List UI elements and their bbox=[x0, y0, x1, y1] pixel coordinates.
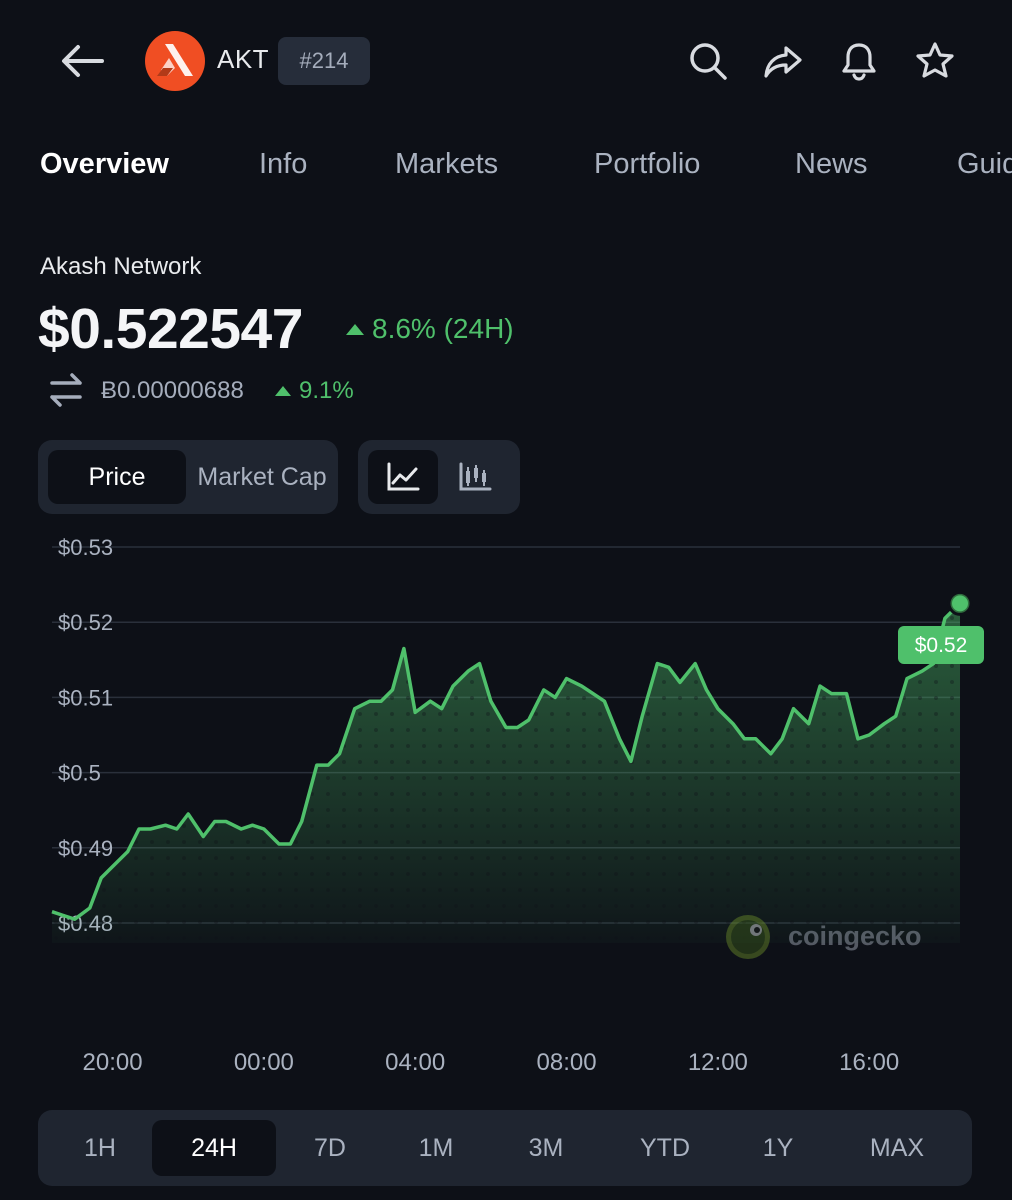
up-triangle-icon bbox=[346, 323, 364, 335]
price-chart[interactable]: $0.48$0.49$0.5$0.51$0.52$0.53 coingecko … bbox=[0, 530, 1012, 1090]
price-area-dots bbox=[52, 603, 960, 943]
swap-arrows-icon bbox=[50, 373, 82, 407]
share-icon bbox=[764, 46, 802, 78]
y-tick-label: $0.53 bbox=[58, 535, 113, 560]
share-button[interactable] bbox=[758, 36, 808, 86]
current-price: $0.522547 bbox=[38, 297, 303, 361]
btc-price: Ƀ0.00000688 bbox=[101, 377, 244, 404]
up-triangle-icon bbox=[275, 386, 291, 396]
line-chart-icon bbox=[387, 462, 420, 491]
star-icon bbox=[916, 42, 954, 78]
price-line bbox=[51, 602, 962, 921]
coingecko-watermark: coingecko bbox=[726, 915, 922, 959]
tab-info[interactable]: Info bbox=[259, 148, 308, 180]
price-toggle[interactable]: Price bbox=[48, 450, 186, 504]
x-tick-label: 16:00 bbox=[839, 1049, 899, 1076]
y-tick-label: $0.51 bbox=[58, 685, 113, 710]
metric-toggle: Price Market Cap bbox=[38, 440, 338, 514]
currency-swap-button[interactable] bbox=[44, 368, 88, 412]
notification-button[interactable] bbox=[834, 36, 884, 86]
back-arrow-icon bbox=[62, 45, 104, 77]
watermark-text: coingecko bbox=[788, 921, 922, 951]
range-1m[interactable]: 1M bbox=[418, 1133, 454, 1162]
tab-overview[interactable]: Overview bbox=[40, 148, 169, 180]
x-tick-label: 00:00 bbox=[234, 1049, 294, 1076]
btc-price-change: 9.1% bbox=[275, 377, 354, 405]
last-point-dot bbox=[952, 595, 968, 612]
range-3m[interactable]: 3M bbox=[528, 1133, 564, 1162]
chart-mode-toggle bbox=[358, 440, 520, 514]
range-max[interactable]: MAX bbox=[869, 1133, 925, 1162]
price-change-value: 8.6% (24H) bbox=[372, 313, 514, 344]
tab-portfolio[interactable]: Portfolio bbox=[594, 148, 701, 180]
range-1y[interactable]: 1Y bbox=[762, 1133, 794, 1162]
candlestick-icon bbox=[459, 462, 492, 491]
range-24h[interactable]: 24H bbox=[152, 1120, 276, 1176]
y-tick-label: $0.5 bbox=[58, 761, 101, 786]
time-range-selector: 1H 24H 7D 1M 3M YTD 1Y MAX bbox=[38, 1110, 972, 1186]
last-price-badge bbox=[898, 626, 984, 664]
range-ytd[interactable]: YTD bbox=[640, 1133, 690, 1162]
x-tick-label: 04:00 bbox=[385, 1049, 445, 1076]
coin-ticker: AKT bbox=[217, 44, 270, 74]
btc-change-value: 9.1% bbox=[299, 377, 354, 404]
search-button[interactable] bbox=[683, 36, 733, 86]
last-price-label: $0.52 bbox=[915, 634, 968, 657]
candlestick-button[interactable] bbox=[440, 450, 510, 504]
akash-logo bbox=[143, 30, 207, 92]
coin-name: Akash Network bbox=[40, 253, 202, 280]
market-cap-toggle[interactable]: Market Cap bbox=[197, 462, 327, 491]
rank-badge: #214 bbox=[278, 37, 370, 85]
x-axis: 20:00 00:00 04:00 08:00 12:00 16:00 bbox=[83, 1049, 900, 1076]
last-price-marker: $0.52 bbox=[898, 590, 984, 664]
x-tick-label: 20:00 bbox=[83, 1049, 143, 1076]
y-tick-label: $0.49 bbox=[58, 836, 113, 861]
tab-news[interactable]: News bbox=[795, 148, 868, 180]
tab-guides[interactable]: Guides bbox=[957, 148, 1012, 180]
tab-markets[interactable]: Markets bbox=[395, 148, 499, 180]
y-tick-label: $0.52 bbox=[58, 610, 113, 635]
tab-bar: Overview Info Markets Portfolio News Gui… bbox=[0, 140, 1012, 200]
x-tick-label: 08:00 bbox=[537, 1049, 597, 1076]
range-7d[interactable]: 7D bbox=[314, 1133, 346, 1162]
back-button[interactable] bbox=[52, 36, 112, 86]
x-tick-label: 12:00 bbox=[688, 1049, 748, 1076]
line-chart-button[interactable] bbox=[368, 450, 438, 504]
series-layer bbox=[51, 602, 962, 943]
price-change-24h: 8.6% (24H) bbox=[346, 313, 514, 345]
search-icon bbox=[690, 43, 727, 80]
bell-icon bbox=[842, 43, 876, 81]
favorite-button[interactable] bbox=[910, 36, 960, 86]
range-1h[interactable]: 1H bbox=[84, 1133, 116, 1162]
